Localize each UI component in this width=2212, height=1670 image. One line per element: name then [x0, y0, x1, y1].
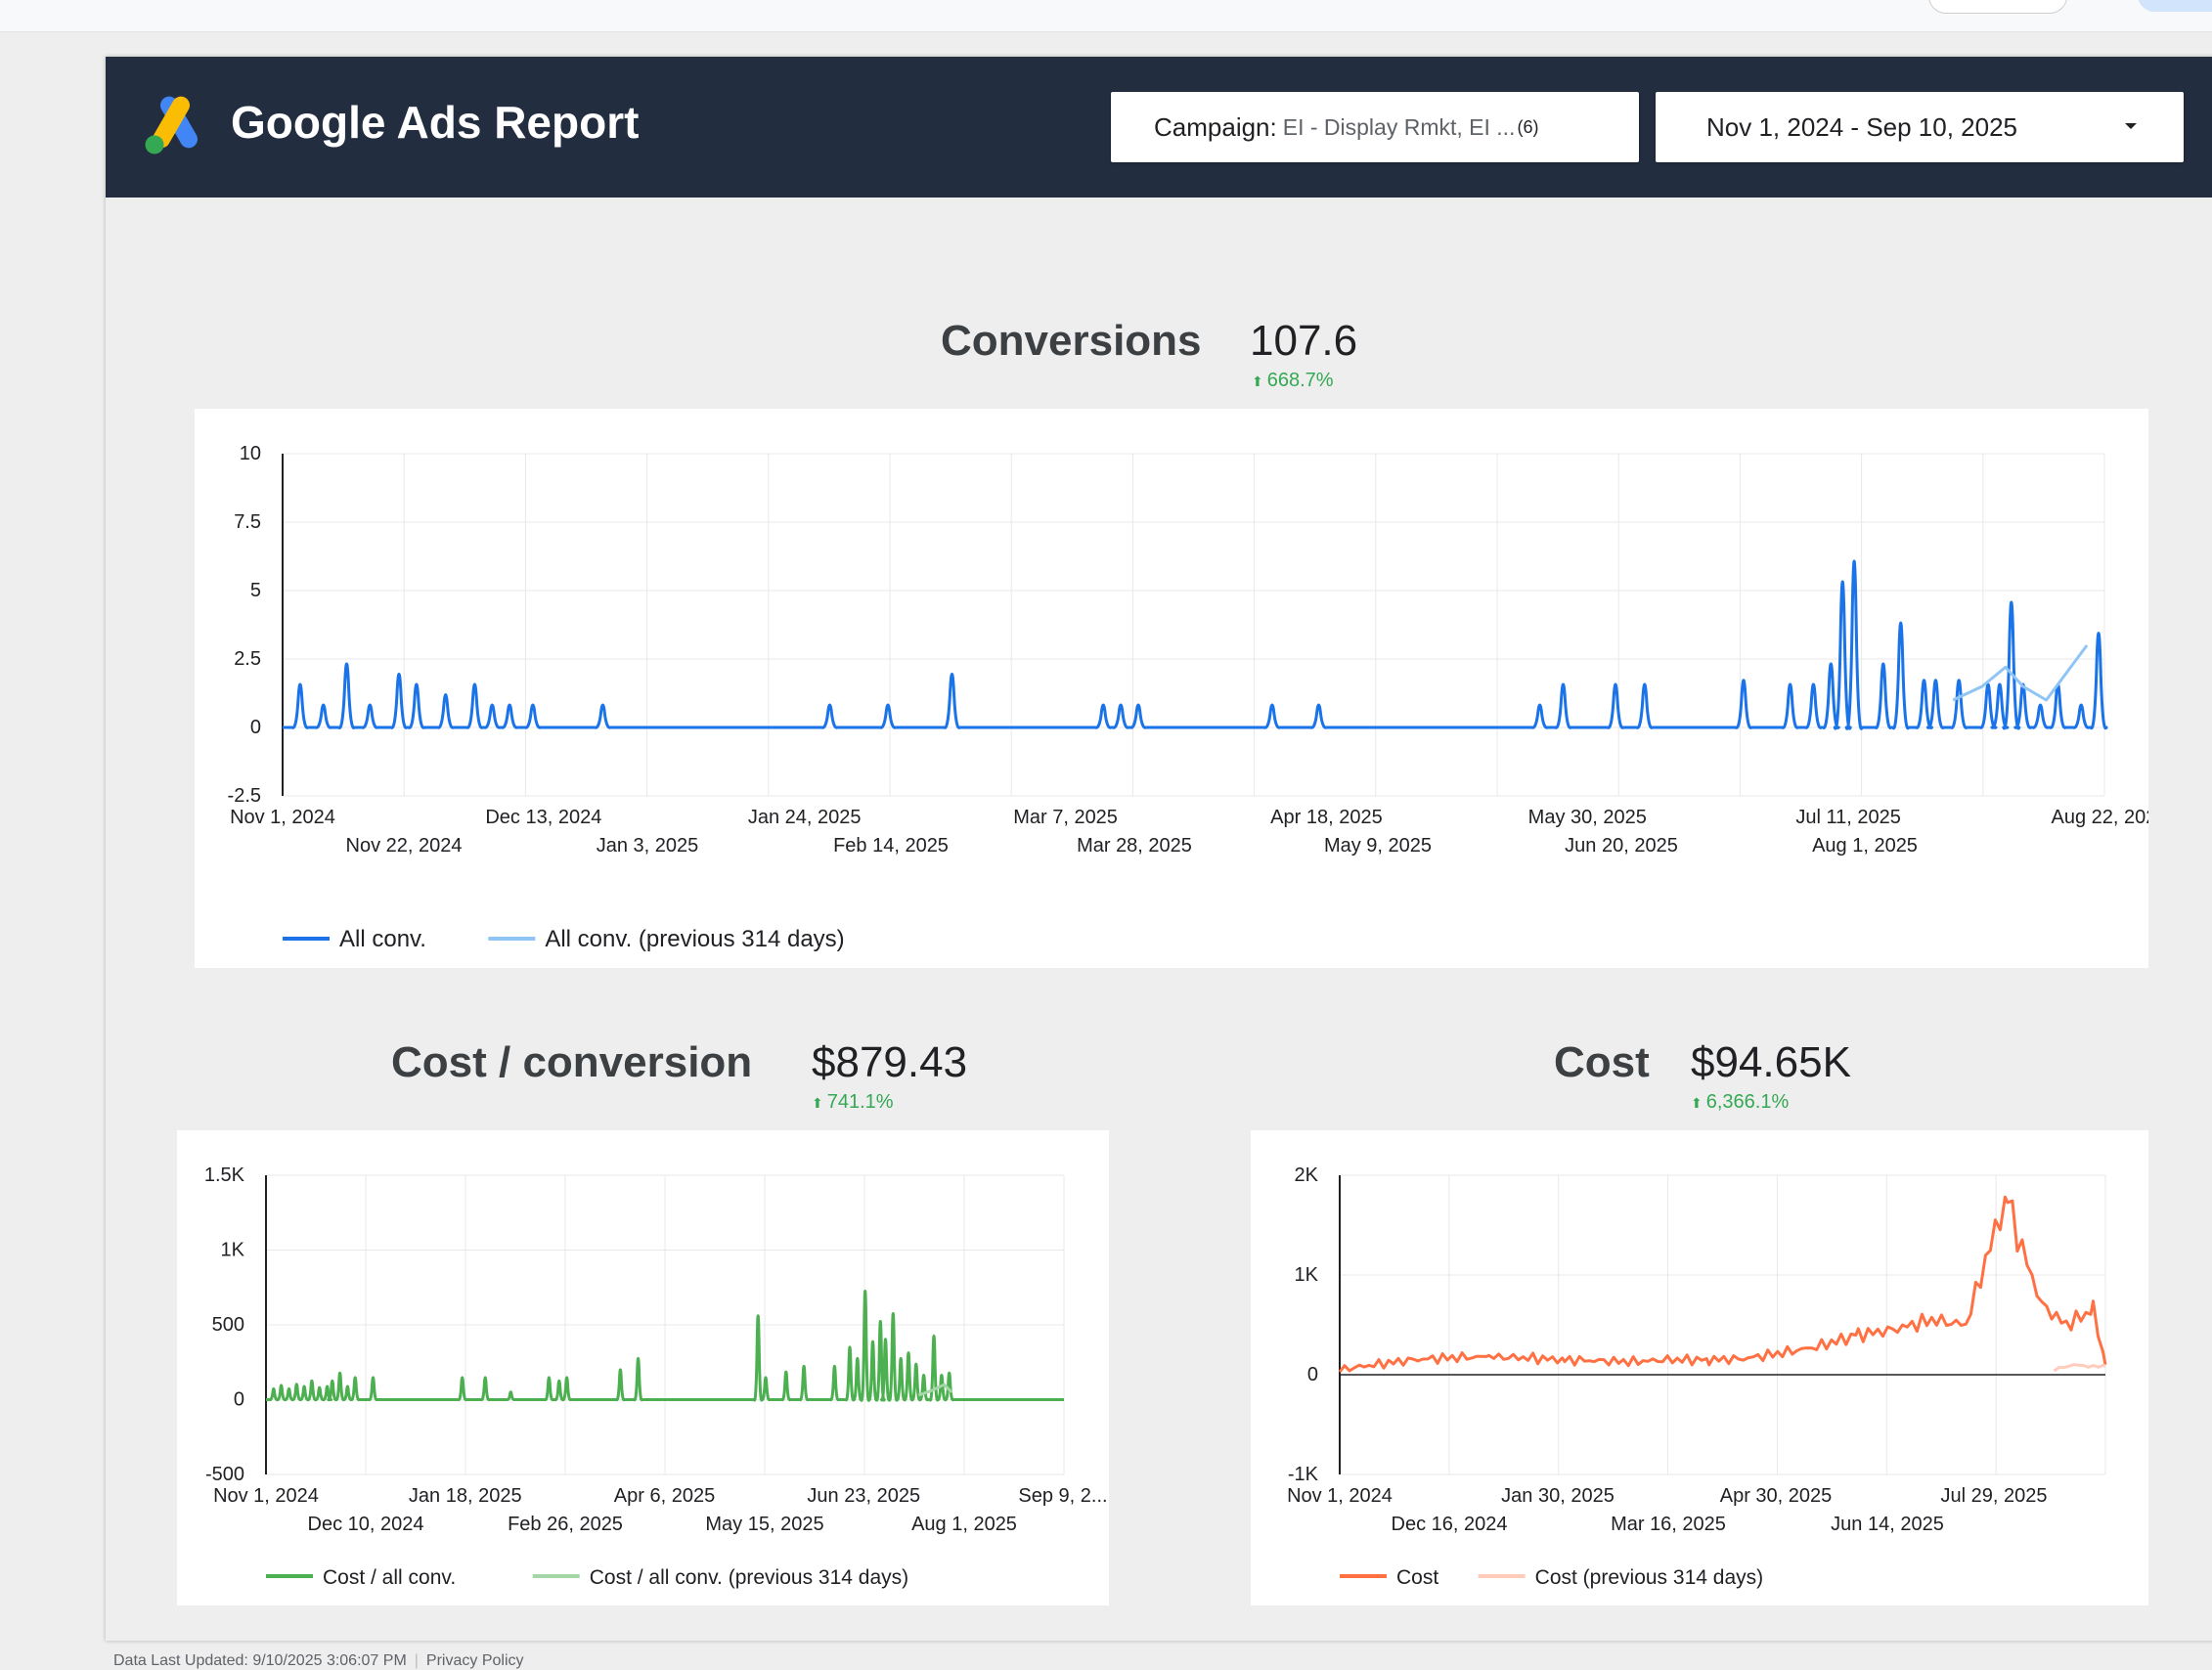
- series-line-previous: [1952, 644, 2089, 702]
- x-tick-label: Aug 1, 2025: [911, 1514, 1017, 1535]
- legend-label[interactable]: Cost: [1396, 1566, 1438, 1589]
- y-tick-label: -500: [205, 1464, 244, 1485]
- x-tick-label: Apr 18, 2025: [1270, 807, 1383, 828]
- delta-text: 6,366.1%: [1705, 1091, 1790, 1113]
- scorecard-delta: ⬆ 741.1%: [812, 1091, 894, 1114]
- x-tick-label: Feb 26, 2025: [508, 1514, 623, 1535]
- x-tick-label: Nov 1, 2024: [1287, 1485, 1393, 1507]
- y-tick-label: 2K: [1295, 1165, 1319, 1186]
- legend-label[interactable]: Cost (previous 314 days): [1535, 1566, 1763, 1589]
- y-tick-label: 1K: [1295, 1264, 1319, 1286]
- report-title: Google Ads Report: [231, 97, 640, 148]
- series-line-previous: [917, 1383, 953, 1397]
- x-tick-label: May 30, 2025: [1528, 807, 1647, 828]
- y-tick-label: 500: [212, 1314, 244, 1336]
- campaign-filter-dropdown[interactable]: Campaign: EI - Display Rmkt, EI ... (6): [1111, 92, 1703, 162]
- x-tick-label: Dec 16, 2024: [1392, 1514, 1508, 1535]
- arrow-up-icon: ⬆: [812, 1095, 823, 1111]
- x-tick-label: Feb 14, 2025: [833, 835, 949, 857]
- x-tick-label: Aug 1, 2025: [1812, 835, 1918, 857]
- y-tick-label: 0: [234, 1389, 244, 1411]
- series-line-previous: [2053, 1363, 2106, 1373]
- toolbar-button[interactable]: [1928, 0, 2067, 14]
- x-tick-label: Mar 7, 2025: [1013, 807, 1118, 828]
- y-tick-label: 10: [240, 443, 261, 464]
- report-footer: Data Last Updated: 9/10/2025 3:06:07 PM |…: [113, 1652, 524, 1669]
- series-line-current: [266, 1290, 1064, 1402]
- browser-topbar: [0, 0, 2212, 32]
- x-tick-label: Aug 22, 2025: [2052, 807, 2149, 828]
- x-tick-label: Jan 24, 2025: [748, 807, 862, 828]
- scorecard-label: Cost / conversion: [391, 1038, 753, 1086]
- x-tick-label: Jun 20, 2025: [1565, 835, 1678, 857]
- x-tick-label: Jan 30, 2025: [1501, 1485, 1615, 1507]
- x-tick-label: Jan 3, 2025: [597, 835, 699, 857]
- scorecard-label: Conversions: [941, 317, 1202, 365]
- campaign-filter-count: (6): [1517, 116, 1539, 137]
- series-line-current: [283, 559, 2108, 730]
- cost-per-conversion-chart: 1.5K 1K 500 0 -500 Nov 1, 2024 Jan 18, 2025 Apr…: [177, 1130, 1109, 1605]
- scorecard-value: $879.43: [812, 1038, 968, 1086]
- date-range-dropdown[interactable]: Nov 1, 2024 - Sep 10, 2025: [1656, 92, 2184, 162]
- legend-label[interactable]: Cost / all conv.: [323, 1566, 456, 1589]
- campaign-filter-value: EI - Display Rmkt, EI ...: [1282, 113, 1516, 140]
- x-tick-label: Mar 16, 2025: [1611, 1514, 1726, 1535]
- report-header: Google Ads Report Campaign: EI - Display…: [106, 57, 2212, 198]
- cost-chart: 2K 1K 0 -1K Nov 1, 2024 Jan 30, 2025 Apr 30, 2…: [1251, 1130, 2148, 1605]
- scorecard-value: 107.6: [1250, 317, 1358, 365]
- x-tick-label: Apr 6, 2025: [614, 1485, 715, 1507]
- arrow-up-icon: ⬆: [1252, 374, 1263, 389]
- delta-text: 741.1%: [826, 1091, 894, 1113]
- privacy-policy-link[interactable]: Privacy Policy: [425, 1652, 524, 1669]
- legend-label[interactable]: All conv. (previous 314 days): [545, 926, 844, 952]
- y-tick-label: -2.5: [228, 785, 261, 807]
- caret-down-icon: [2125, 123, 2137, 129]
- x-tick-label: Jun 23, 2025: [807, 1485, 920, 1507]
- x-tick-label: Jun 14, 2025: [1831, 1514, 1944, 1535]
- x-tick-label: Nov 1, 2024: [213, 1485, 319, 1507]
- x-tick-label: Sep 9, 2...: [1018, 1485, 1107, 1507]
- y-tick-label: 7.5: [234, 511, 261, 533]
- x-tick-label: Dec 10, 2024: [308, 1514, 424, 1535]
- y-tick-label: 0: [1307, 1364, 1318, 1385]
- y-tick-label: 0: [250, 717, 261, 738]
- x-tick-label: Mar 28, 2025: [1077, 835, 1192, 857]
- report-page: Google Ads Report Campaign: EI - Display…: [106, 57, 2212, 1641]
- x-tick-label: Nov 22, 2024: [346, 835, 463, 857]
- toolbar-button-primary[interactable]: [2138, 0, 2212, 12]
- legend-label[interactable]: All conv.: [339, 926, 426, 952]
- x-tick-label: Jul 11, 2025: [1795, 807, 1901, 828]
- delta-text: 668.7%: [1266, 370, 1334, 391]
- google-ads-logo: [145, 96, 198, 154]
- x-tick-label: Jan 18, 2025: [409, 1485, 522, 1507]
- scorecard-value: $94.65K: [1691, 1038, 1851, 1086]
- x-tick-label: May 15, 2025: [705, 1514, 823, 1535]
- y-tick-label: 5: [250, 580, 261, 601]
- x-tick-label: Dec 13, 2024: [485, 807, 601, 828]
- y-tick-label: -1K: [1288, 1464, 1319, 1485]
- scorecard-label: Cost: [1554, 1038, 1650, 1086]
- legend-label[interactable]: Cost / all conv. (previous 314 days): [590, 1566, 908, 1589]
- conversions-chart: 10 7.5 5 2.5 0 -2.5 Nov 1, 2024 Dec 13, 2024 Jan…: [195, 409, 2148, 968]
- x-tick-label: Apr 30, 2025: [1720, 1485, 1833, 1507]
- date-range-value: Nov 1, 2024 - Sep 10, 2025: [1706, 111, 2018, 142]
- y-tick-label: 1.5K: [204, 1165, 245, 1186]
- campaign-filter-label: Campaign:: [1154, 111, 1277, 142]
- arrow-up-icon: ⬆: [1691, 1095, 1703, 1111]
- x-tick-label: Jul 29, 2025: [1941, 1485, 2048, 1507]
- y-tick-label: 1K: [221, 1240, 245, 1261]
- scorecard-delta: ⬆ 668.7%: [1252, 370, 1334, 392]
- last-updated-text: Data Last Updated: 9/10/2025 3:06:07 PM: [113, 1652, 407, 1669]
- x-tick-label: Nov 1, 2024: [230, 807, 335, 828]
- y-tick-label: 2.5: [234, 648, 261, 670]
- scorecard-delta: ⬆ 6,366.1%: [1691, 1091, 1789, 1114]
- series-line-current: [1338, 1195, 2107, 1373]
- x-tick-label: May 9, 2025: [1324, 835, 1432, 857]
